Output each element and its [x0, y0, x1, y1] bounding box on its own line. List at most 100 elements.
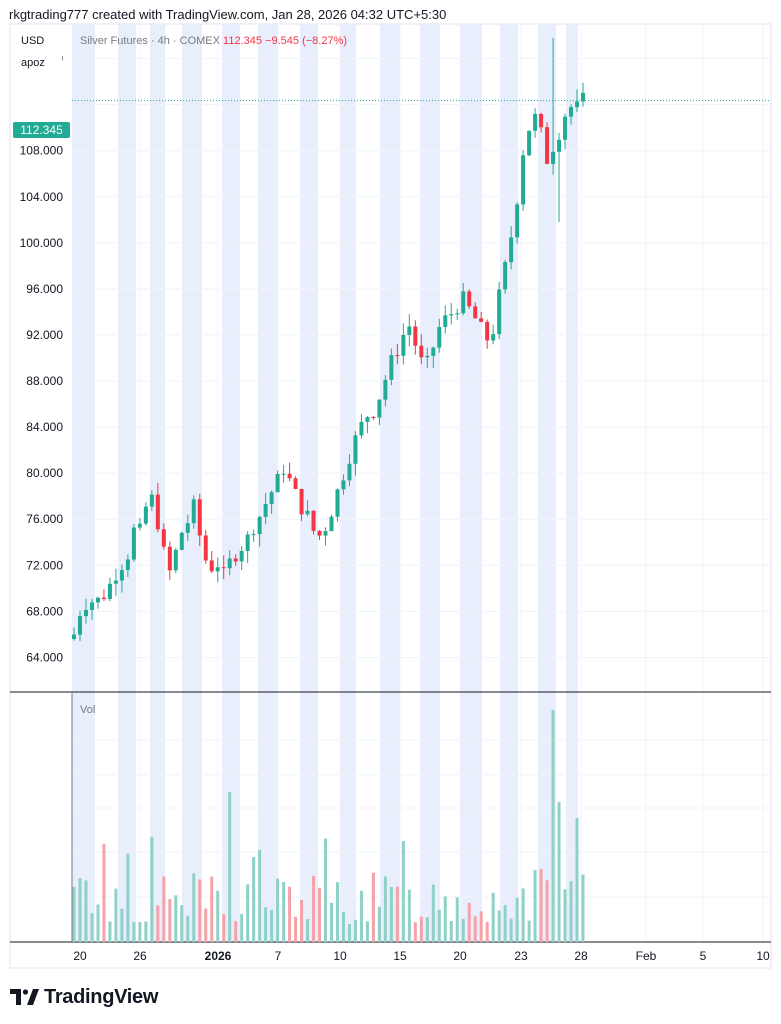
volume-bar	[222, 914, 226, 942]
volume-bar	[425, 917, 429, 942]
volume-bar	[192, 873, 196, 942]
volume-bar	[461, 918, 465, 942]
volume-bar	[335, 882, 339, 942]
candle-body	[545, 127, 550, 164]
candle-body	[515, 204, 520, 238]
volume-bar	[581, 874, 585, 942]
volume-bar	[353, 919, 357, 942]
candle-body	[431, 347, 436, 356]
volume-bar	[258, 849, 262, 942]
candle-body	[365, 417, 370, 422]
candle-body	[437, 327, 442, 348]
candle-body	[179, 532, 184, 550]
candle-body	[251, 534, 256, 536]
x-tick-label: 15	[393, 949, 407, 963]
volume-bar	[132, 922, 136, 942]
x-tick-label: 7	[275, 949, 282, 963]
volume-bar	[521, 888, 525, 942]
volume-bar	[533, 870, 537, 942]
candle-body	[317, 530, 322, 536]
candle-body	[371, 417, 376, 419]
volume-bar	[527, 920, 531, 942]
volume-bar	[324, 838, 328, 942]
volume-bar	[509, 918, 513, 942]
volume-bar	[240, 913, 244, 942]
session-band	[222, 24, 240, 942]
candle-body	[173, 549, 178, 571]
volume-bar	[485, 922, 489, 942]
candle-body	[299, 488, 304, 515]
volume-bar	[90, 913, 94, 942]
candle-body	[401, 334, 406, 356]
candle-body	[353, 435, 358, 464]
volume-bar	[413, 922, 417, 942]
symbol-legend[interactable]: Silver Futures · 4h · COMEX 112.345 −9.5…	[80, 35, 347, 47]
volume-bar	[102, 843, 106, 942]
candle-body	[347, 463, 352, 481]
candle-body	[209, 560, 214, 572]
volume-bar	[282, 881, 286, 942]
candle-body	[119, 569, 124, 581]
y-tick-label: 108.000	[20, 144, 64, 158]
volume-bar	[329, 902, 333, 942]
tradingview-logo-icon	[10, 989, 39, 1005]
volume-bar	[371, 872, 375, 942]
session-band	[182, 24, 202, 942]
candle-body	[527, 130, 532, 156]
volume-bar	[431, 884, 435, 942]
candle-body	[449, 314, 454, 316]
x-tick-label: 23	[514, 949, 528, 963]
candle-body	[281, 473, 286, 475]
candle-body	[467, 291, 472, 307]
candle-body	[521, 155, 526, 205]
x-tick-label: 10	[756, 949, 770, 963]
indicator-label[interactable]: apoz	[13, 53, 62, 73]
candle-body	[125, 559, 130, 570]
volume-bar	[180, 905, 184, 942]
candle-body	[425, 355, 430, 358]
volume-bar	[126, 853, 130, 942]
y-tick-label: 64.000	[26, 650, 63, 664]
volume-bar	[288, 886, 292, 942]
y-tick-label: 92.000	[26, 328, 63, 342]
candle-body	[77, 616, 82, 635]
volume-bar	[234, 921, 238, 942]
candle-body	[161, 529, 166, 547]
volume-bar	[168, 899, 172, 942]
session-band	[72, 24, 95, 942]
volume-bar	[156, 905, 160, 942]
price-change: −9.545 (−8.27%)	[265, 35, 348, 47]
volume-bar	[228, 792, 232, 942]
candle-body	[101, 597, 106, 599]
session-band	[258, 24, 278, 942]
volume-pane-label[interactable]: Vol	[80, 704, 96, 716]
volume-bar	[467, 902, 471, 942]
volume-bar	[377, 906, 381, 942]
candle-body	[461, 291, 466, 314]
volume-bar	[138, 922, 142, 942]
y-tick-label: 72.000	[26, 558, 63, 572]
volume-bar	[575, 818, 579, 942]
x-tick-label: 2026	[205, 949, 232, 963]
volume-bar	[270, 909, 274, 942]
candle-body	[233, 558, 238, 562]
session-band	[566, 24, 578, 942]
volume-bar	[150, 836, 154, 942]
session-band	[460, 24, 482, 942]
candle-body	[107, 583, 112, 599]
volume-bar	[383, 876, 387, 942]
candle-body	[203, 535, 208, 561]
currency-label[interactable]: USD	[13, 31, 62, 51]
candle-body	[329, 516, 334, 532]
candle-body	[137, 523, 142, 528]
candle-body	[95, 597, 100, 603]
candle-body	[191, 499, 196, 524]
tradingview-logo[interactable]: TradingView	[10, 984, 158, 1010]
volume-bar	[563, 889, 567, 942]
volume-bar	[407, 889, 411, 942]
y-tick-label: 84.000	[26, 420, 63, 434]
volume-bar	[545, 880, 549, 942]
last-price-value: 112.345	[223, 35, 262, 47]
candle-body	[443, 315, 448, 328]
